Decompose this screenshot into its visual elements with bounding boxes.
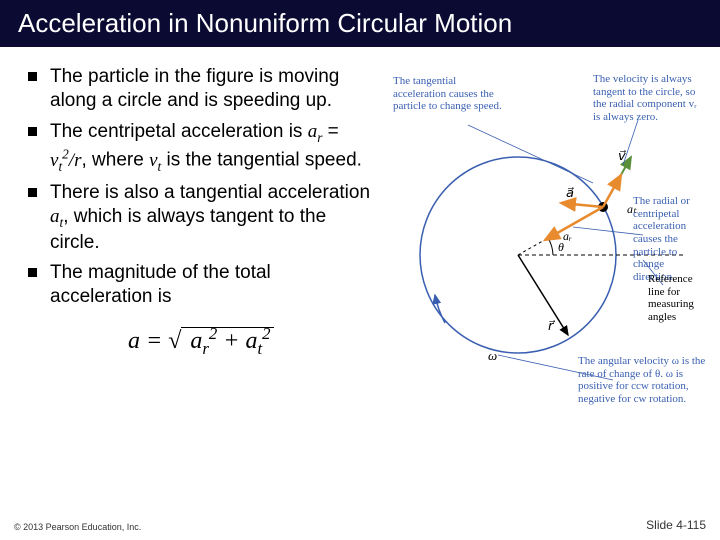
bullet-2-lead: The centripetal acceleration is [50, 121, 308, 142]
at-symbol: at [50, 206, 63, 227]
copyright-text: © 2013 Pearson Education, Inc. [14, 522, 141, 532]
slide-title: Acceleration in Nonuniform Circular Moti… [0, 0, 720, 47]
ar-symbol: ar [308, 121, 323, 142]
total-accel-formula: a = √ ar2 + at2 [128, 324, 373, 359]
content-area: The particle in the figure is moving alo… [0, 47, 720, 450]
slide-number: Slide 4-115 [646, 518, 706, 532]
bullet-1: The particle in the figure is moving alo… [28, 65, 373, 114]
v-label: v⃗ [618, 148, 626, 163]
r-vector-icon [518, 255, 568, 335]
annot-velocity: The velocity is always tangent to the ci… [593, 73, 703, 124]
omega-label: ω [488, 348, 497, 363]
bullet-list: The particle in the figure is moving alo… [28, 65, 373, 310]
bullet-3-lead: There is also a tangential acceleration [50, 182, 370, 203]
annot-omega: The angular velocity ω is the rate of ch… [578, 355, 708, 406]
a-label: a⃗ [566, 185, 574, 200]
bullet-2: The centripetal acceleration is ar = vt2… [28, 120, 373, 175]
vt-symbol: vt [149, 150, 161, 171]
annot-refline: Reference line for measuring angles [648, 273, 708, 324]
vt2r-symbol: vt2/r [50, 150, 81, 171]
r-label: r⃗ [548, 318, 555, 333]
bullet-3: There is also a tangential acceleration … [28, 181, 373, 255]
ar-vector-icon [545, 207, 603, 240]
annot-radial: The radial or centripetal acceleration c… [633, 195, 708, 283]
bullet-4: The magnitude of the total acceleration … [28, 261, 373, 310]
text-column: The particle in the figure is moving alo… [28, 65, 383, 450]
diagram-column: θ v⃗ a⃗ aₜ aᵣ r⃗ ω Th [383, 65, 703, 450]
at-vector-icon [603, 175, 621, 207]
a-vector-icon [561, 203, 603, 207]
annot-tangential: The tangential acceleration causes the p… [393, 75, 503, 113]
ar-label: aᵣ [563, 229, 572, 243]
